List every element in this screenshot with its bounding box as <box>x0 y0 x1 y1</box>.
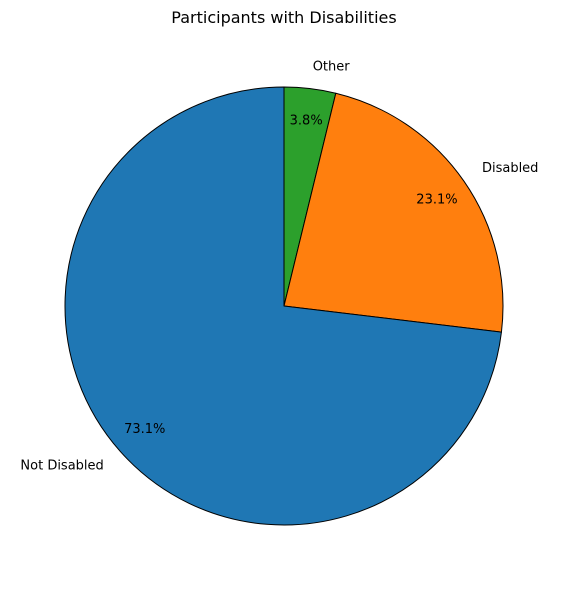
pie-pct-label-disabled: 23.1% <box>416 192 457 207</box>
pie-slices <box>64 86 504 526</box>
pie-category-label-not-disabled: Not Disabled <box>20 458 103 473</box>
pie-pct-label-other: 3.8% <box>290 114 323 129</box>
pie-category-label-disabled: Disabled <box>482 161 538 176</box>
pie-category-label-other: Other <box>313 59 351 74</box>
pie-slice-not-disabled <box>64 86 502 526</box>
chart-title: Participants with Disabilities <box>171 8 396 27</box>
pie-labels: 3.8% Other 23.1% Disabled 73.1% Not Disabled <box>20 59 538 473</box>
pie-pct-label-not-disabled: 73.1% <box>124 422 165 437</box>
pie-slice-disabled <box>283 92 504 333</box>
